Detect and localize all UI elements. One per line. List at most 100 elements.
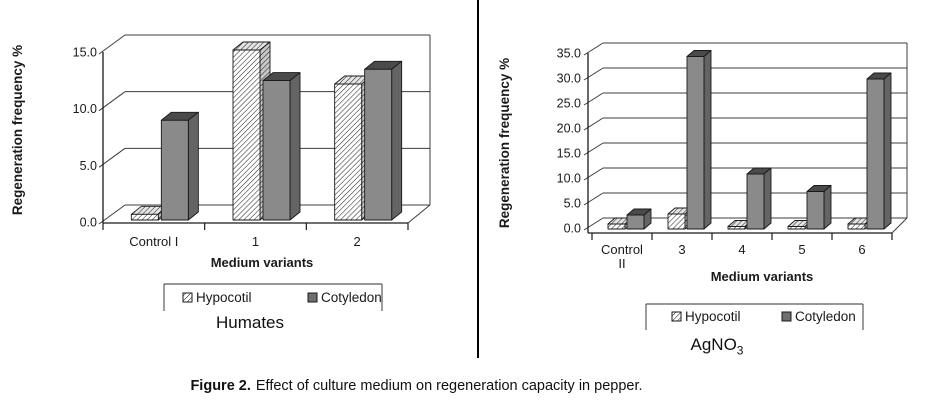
humates-chart: 0.0 5.0 10.0 15.0 Control I 1 2 Medium variants…: [10, 34, 431, 311]
y-tick-label: 15.0: [557, 147, 581, 161]
y-tick-label: 10.0: [557, 172, 581, 186]
legend-label: Hypocotil: [685, 309, 741, 324]
agno3-group-title: AgNO3: [617, 335, 817, 357]
gridlines: [583, 42, 908, 234]
legend-label: Hypocotil: [196, 290, 252, 305]
bar-front-face: [130, 213, 159, 221]
bar-side-face: [187, 111, 199, 221]
bar-front-face: [866, 78, 885, 230]
gridline-connector: [583, 67, 604, 81]
bar-front-face: [364, 68, 393, 221]
bar-cotyledon-6: [866, 72, 892, 230]
bar-front-face: [847, 223, 866, 230]
y-axis-tick-labels: 0.0 5.0 10.0 15.0 20.0 25.0 30.0 35.0: [557, 47, 581, 236]
legend-item-hypocotil: Hypocotil: [182, 290, 252, 305]
y-tick-label: 0.0: [80, 216, 97, 230]
axes: [102, 52, 409, 230]
y-tick-label: 5.0: [80, 159, 97, 173]
bar-cotyledon-5: [806, 185, 832, 230]
y-tick-label: 25.0: [557, 97, 581, 111]
gridline-connector: [583, 192, 604, 206]
bar-cotyledon-control-ii: [626, 208, 652, 230]
bars: [607, 50, 892, 230]
gridline-connector: [583, 217, 604, 231]
category-label: 2: [354, 234, 361, 249]
floor-right-edge: [891, 217, 908, 234]
y-tick-label: 10.0: [73, 102, 97, 116]
legend-label: Cotyledon: [795, 309, 856, 324]
bar-front-face: [806, 191, 825, 230]
y-tick-label: 15.0: [73, 46, 97, 60]
agno3-group-title-text: AgNO: [690, 335, 737, 354]
bar-front-face: [787, 226, 806, 230]
humates-group-title-text: Humates: [215, 313, 285, 332]
y-axis-tick-labels: 0.0 5.0 10.0 15.0: [73, 46, 97, 230]
gridline-connector: [98, 34, 126, 55]
gridline-connector: [583, 42, 604, 56]
gridline-connector: [583, 167, 604, 181]
bars: [130, 41, 403, 221]
bar-front-face: [727, 226, 746, 230]
bar-cotyledon-1: [262, 72, 301, 221]
y-tick-label: 5.0: [564, 197, 581, 211]
legend-label: Cotyledon: [321, 290, 382, 305]
bar-side-face: [763, 167, 772, 230]
bar-cotyledon-4: [746, 167, 772, 230]
y-tick-label: 30.0: [557, 72, 581, 86]
legend-swatch-hatched: [671, 311, 682, 322]
legend-swatch-solid-gray: [781, 311, 792, 322]
legend-item-cotyledon: Cotyledon: [781, 309, 856, 324]
bar-front-face: [232, 49, 261, 221]
category-label: Control I: [129, 234, 178, 249]
bar-cotyledon-3: [686, 50, 712, 230]
axes: [587, 53, 893, 240]
x-axis-title: Medium variants: [711, 269, 814, 284]
figure-caption-text: Effect of culture medium on regeneration…: [255, 378, 643, 394]
legend: Hypocotil Cotyledon: [163, 283, 383, 311]
category-label: Control: [601, 242, 643, 257]
category-label: 5: [798, 242, 805, 257]
bar-side-face: [703, 50, 712, 230]
y-tick-label: 35.0: [557, 47, 581, 61]
bar-front-face: [334, 83, 363, 221]
legend-swatch-hatched: [182, 292, 193, 303]
charts-canvas: 0.0 5.0 10.0 15.0 Control I 1 2 Medium variants…: [10, 34, 908, 330]
category-label: 6: [858, 242, 865, 257]
y-axis-title: Regeneration frequency %: [497, 58, 512, 228]
bar-front-face: [626, 214, 645, 230]
y-tick-label: 0.0: [564, 222, 581, 236]
x-axis-category-labels: Control I 1 2: [129, 234, 361, 249]
humates-group-title: Humates: [150, 313, 350, 335]
agno3-group-title-subscript: 3: [736, 343, 744, 358]
figure-caption-label: Figure 2.: [190, 378, 251, 394]
bar-front-face: [667, 213, 686, 230]
gridline-connector: [583, 117, 604, 131]
bar-side-face: [391, 60, 403, 221]
bar-cotyledon-control-i: [160, 111, 199, 221]
chart-divider-line: [477, 0, 479, 358]
floor-right-edge: [407, 204, 431, 224]
category-label: 1: [252, 234, 259, 249]
legend: Hypocotil Cotyledon: [645, 303, 864, 330]
category-label: II: [618, 256, 625, 271]
gridline-connector: [583, 142, 604, 156]
bar-side-face: [289, 72, 301, 221]
y-axis-title: Regeneration frequency %: [10, 45, 25, 215]
legend-swatch-solid-gray: [307, 292, 318, 303]
category-label: 4: [738, 242, 745, 257]
category-label: 3: [678, 242, 685, 257]
bar-front-face: [686, 56, 705, 230]
legend-item-cotyledon: Cotyledon: [307, 290, 382, 305]
bar-front-face: [607, 223, 626, 230]
figure-caption: Figure 2. Effect of culture medium on reg…: [0, 378, 833, 394]
legend-item-hypocotil: Hypocotil: [671, 309, 741, 324]
bar-front-face: [262, 80, 291, 221]
bar-front-face: [160, 119, 189, 221]
bar-cotyledon-2: [364, 60, 403, 221]
x-axis-title: Medium variants: [211, 255, 314, 270]
gridline-connector: [583, 92, 604, 106]
bar-side-face: [883, 72, 892, 230]
